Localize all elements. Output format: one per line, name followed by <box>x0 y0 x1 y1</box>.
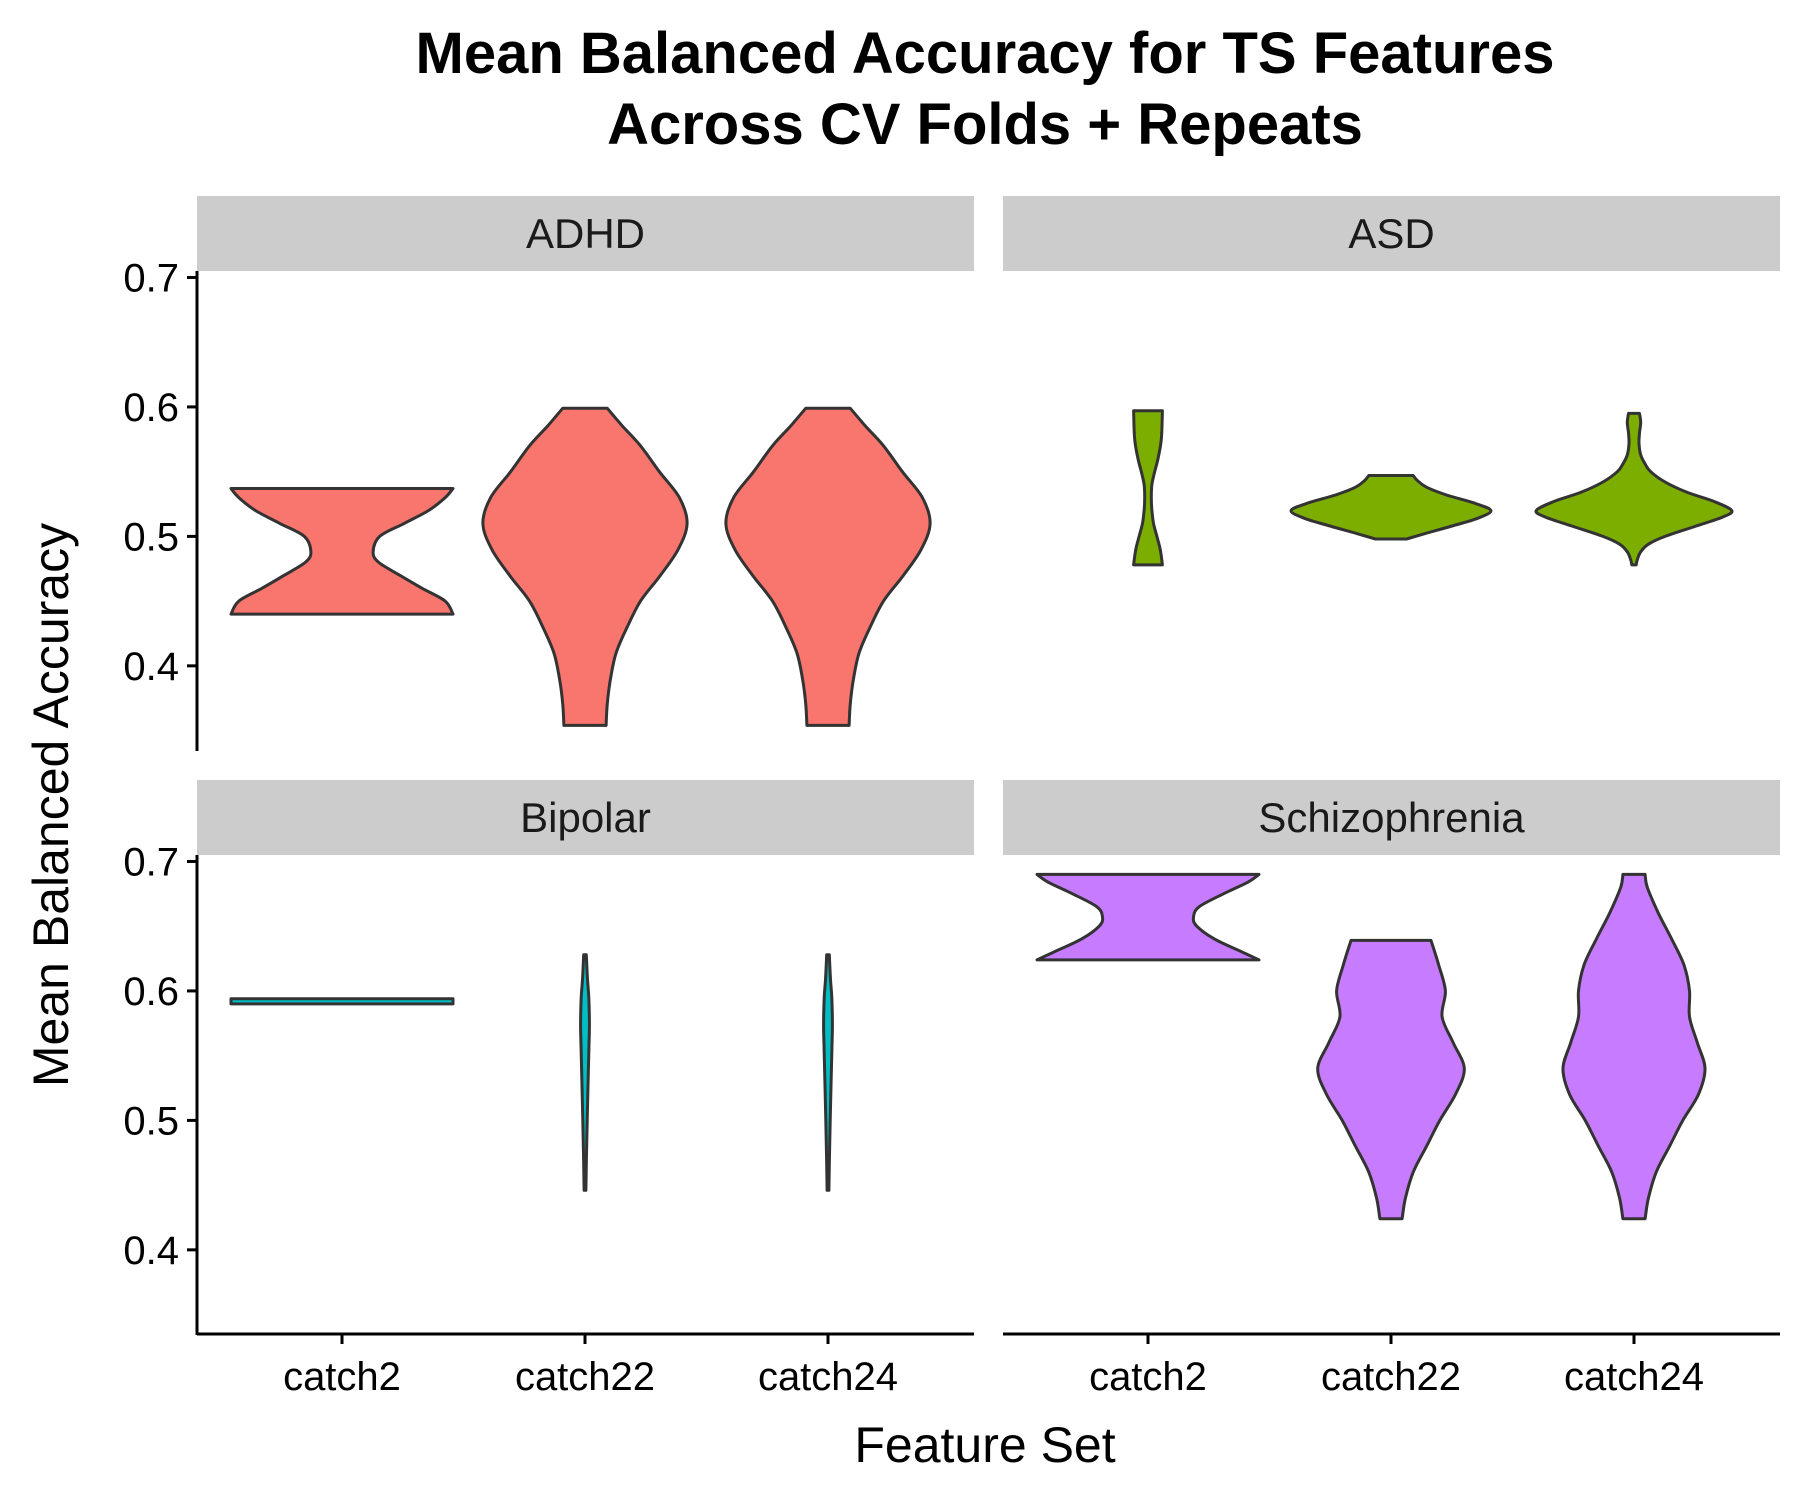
strip-label: ASD <box>1348 210 1434 257</box>
violin-catch2 <box>229 997 455 1006</box>
chart-subtitle: Across CV Folds + Repeats <box>607 92 1363 157</box>
strip-background <box>197 196 974 271</box>
x-tick-label: catch24 <box>1564 1355 1704 1399</box>
y-axis-title: Mean Balanced Accuracy <box>23 523 79 1087</box>
y-tick-label: 0.5 <box>123 515 179 559</box>
violin-catch24 <box>724 406 932 727</box>
y-tick-label: 0.7 <box>123 840 179 884</box>
x-tick-label: catch22 <box>1321 1355 1461 1399</box>
violin-catch22 <box>579 953 591 1192</box>
panel-bipolar: Bipolar 0.4 0.5 0.6 0.7 catch2 catch22 catch24 <box>123 780 974 1399</box>
x-tick-label: catch22 <box>515 1355 655 1399</box>
x-tick-label: catch2 <box>1089 1355 1207 1399</box>
violin-catch22 <box>1289 474 1493 541</box>
y-tick-label: 0.7 <box>123 256 179 300</box>
y-tick-label: 0.4 <box>123 645 179 689</box>
y-tick-label: 0.5 <box>123 1099 179 1143</box>
panel-adhd: ADHD 0.4 0.5 0.6 0.7 <box>123 196 974 751</box>
violin-catch24 <box>1561 872 1707 1221</box>
strip-label: Bipolar <box>520 794 651 841</box>
strip-background <box>1003 780 1780 855</box>
x-tick-label: catch24 <box>758 1355 898 1399</box>
violin-catch2 <box>1035 872 1261 962</box>
strip-background <box>1003 196 1780 271</box>
x-axis-title: Feature Set <box>854 1417 1115 1473</box>
violin-catch22 <box>481 406 689 727</box>
violin-catch22 <box>1316 938 1466 1221</box>
violin-catch2 <box>1132 409 1164 567</box>
violin-catch24 <box>1534 411 1734 567</box>
strip-background <box>197 780 974 855</box>
strip-label: Schizophrenia <box>1258 794 1525 841</box>
chart-title: Mean Balanced Accuracy for TS Features <box>416 21 1555 86</box>
y-tick-label: 0.4 <box>123 1229 179 1273</box>
violin-catch24 <box>822 953 834 1192</box>
facet-panels: ADHD 0.4 0.5 0.6 0.7 ASD Bipolar 0.4 0.5 0.6 0.7 ca… <box>123 196 1780 1399</box>
y-tick-label: 0.6 <box>123 386 179 430</box>
x-tick-label: catch2 <box>283 1355 401 1399</box>
violin-catch2 <box>229 487 455 616</box>
panel-asd: ASD <box>1003 196 1780 567</box>
y-tick-label: 0.6 <box>123 970 179 1014</box>
panel-schizophrenia: Schizophrenia catch2 catch22 catch24 <box>1003 780 1780 1399</box>
strip-label: ADHD <box>526 210 645 257</box>
